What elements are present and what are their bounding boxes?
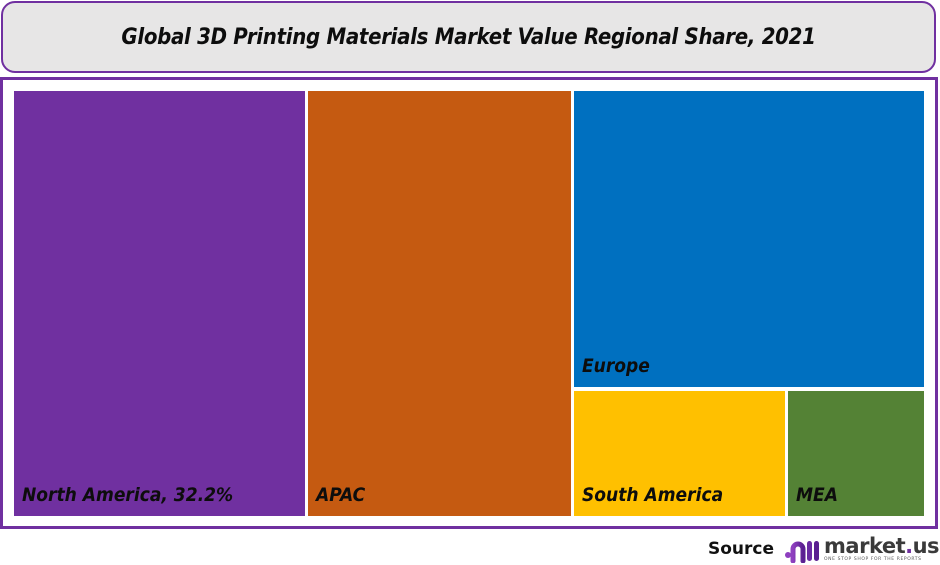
chart-title-box: Global 3D Printing Materials Market Valu… xyxy=(1,1,936,73)
logo-tagline: ONE STOP SHOP FOR THE REPORTS xyxy=(824,556,922,562)
tile-north-america: North America, 32.2% xyxy=(14,91,305,516)
tile-label-south-america: South America xyxy=(582,484,724,506)
market-us-logo: market.us ONE STOP SHOP FOR THE REPORTS xyxy=(784,533,940,563)
source-label: Source xyxy=(708,539,775,559)
tile-south-america: South America xyxy=(574,391,785,516)
source-attribution: Source market.us ONE STOP SHOP FOR THE R… xyxy=(708,533,940,563)
tile-europe: Europe xyxy=(574,91,924,387)
tile-label-mea: MEA xyxy=(796,484,838,506)
tile-label-europe: Europe xyxy=(582,355,650,377)
tile-label-apac: APAC xyxy=(316,484,366,506)
treemap-frame: North America, 32.2% APAC Europe South A… xyxy=(0,77,938,529)
logo-wordmark: market.us xyxy=(824,533,940,558)
market-us-logo-icon xyxy=(785,541,820,563)
tile-label-north-america: North America, 32.2% xyxy=(22,484,234,506)
chart-title: Global 3D Printing Materials Market Valu… xyxy=(121,24,816,50)
tile-mea: MEA xyxy=(788,391,924,516)
tile-apac: APAC xyxy=(308,91,571,516)
